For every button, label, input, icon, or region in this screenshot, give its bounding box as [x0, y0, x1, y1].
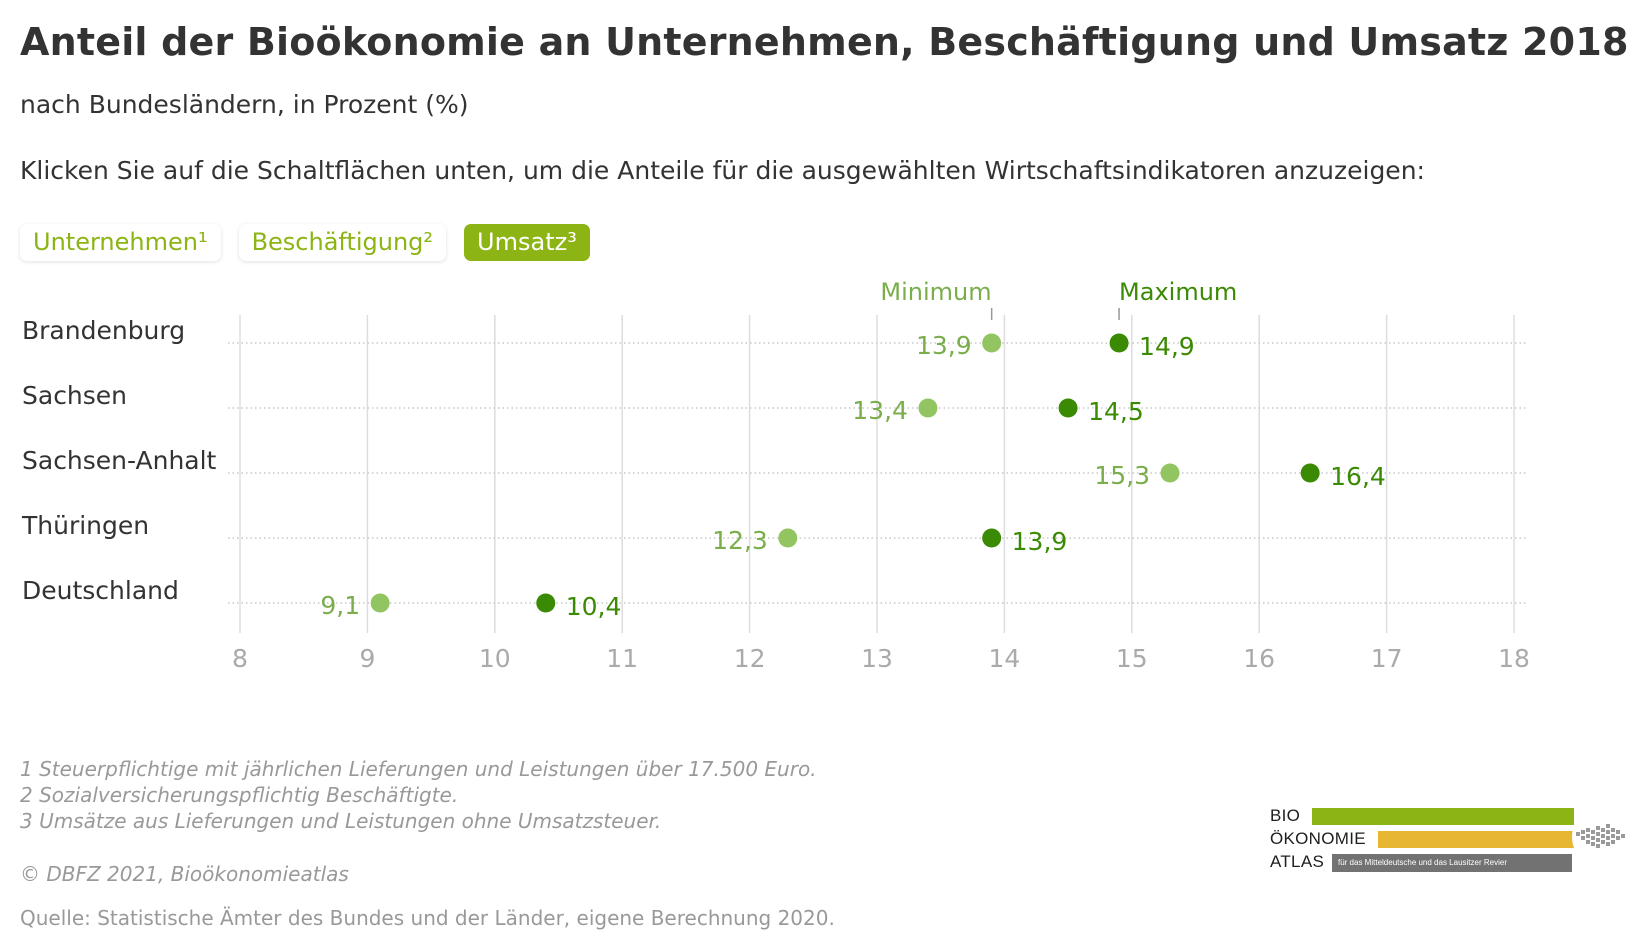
footnotes: 1 Steuerpflichtige mit jährlichen Liefer… — [20, 756, 817, 834]
maximum-point — [536, 593, 556, 613]
logo-bar-green — [1312, 808, 1574, 825]
category-label: Deutschland — [22, 576, 179, 605]
logo-word-bio: BIO — [1270, 806, 1301, 825]
footnote-1: 1 Steuerpflichtige mit jährlichen Liefer… — [20, 757, 817, 781]
maximum-point — [1058, 398, 1078, 418]
gridlines — [239, 315, 1515, 633]
maximum-data-label: 13,9 — [1012, 527, 1068, 556]
legend-minimum: Minimum — [880, 280, 991, 306]
maximum-data-label: 16,4 — [1330, 462, 1386, 491]
x-tick-label: 10 — [479, 644, 511, 673]
x-tick-label: 12 — [734, 644, 766, 673]
category-labels: Brandenburg Sachsen Sachsen-Anhalt Thüringe… — [21, 316, 217, 605]
minimum-data-label: 12,3 — [712, 526, 768, 555]
footnote-3: 3 Umsätze aus Lieferungen und Leistungen… — [20, 809, 662, 833]
minimum-data-label: 13,9 — [916, 331, 972, 360]
dumbbell-chart: Minimum Maximum Brandenburg Sachsen Sachsen… — [21, 280, 1530, 673]
logo-bar-yellow — [1378, 831, 1578, 848]
unternehmen-button[interactable]: Unternehmen¹ — [20, 224, 221, 261]
logo-word-atlas: ATLAS — [1270, 852, 1325, 871]
x-tick-label: 11 — [606, 644, 638, 673]
x-tick-label: 15 — [1116, 644, 1148, 673]
minimum-data-label: 15,3 — [1094, 461, 1150, 490]
minimum-point — [778, 528, 798, 548]
category-label: Brandenburg — [22, 316, 185, 345]
footnote-2: 2 Sozialversicherungspflichtig Beschäfti… — [20, 783, 459, 807]
maximum-data-label: 14,5 — [1088, 397, 1144, 426]
umsatz-button[interactable]: Umsatz³ — [464, 224, 590, 261]
instruction-text: Klicken Sie auf die Schaltflächen unten,… — [20, 156, 1425, 185]
x-tick-label: 13 — [861, 644, 893, 673]
x-tick-label: 16 — [1243, 644, 1275, 673]
minimum-point — [1160, 463, 1180, 483]
x-axis-tick-labels: 8 9 10 11 12 13 14 15 16 17 18 — [232, 644, 1530, 673]
maximum-data-label: 10,4 — [566, 592, 622, 621]
maximum-point — [982, 528, 1002, 548]
x-tick-label: 18 — [1498, 644, 1530, 673]
maximum-point — [1300, 463, 1320, 483]
beschaeftigung-button[interactable]: Beschäftigung² — [238, 224, 447, 261]
x-tick-label: 8 — [232, 644, 248, 673]
chart-title: Anteil der Bioökonomie an Unternehmen, B… — [20, 20, 1629, 64]
legend: Minimum Maximum — [880, 280, 1237, 320]
maximum-data-label: 14,9 — [1139, 332, 1195, 361]
legend-maximum: Maximum — [1119, 280, 1237, 306]
x-tick-label: 14 — [988, 644, 1020, 673]
x-tick-label: 9 — [359, 644, 375, 673]
indicator-button-group: Unternehmen¹ Beschäftigung² Umsatz³ — [20, 224, 590, 261]
logo-tagline: für das Mitteldeutsche und das Lausitzer… — [1332, 854, 1572, 872]
logo-map-icon — [1572, 807, 1632, 867]
category-label: Sachsen — [22, 381, 127, 410]
copyright-text: © DBFZ 2021, Bioökonomieatlas — [20, 862, 349, 886]
minimum-data-label: 9,1 — [320, 591, 360, 620]
minimum-data-label: 13,4 — [852, 396, 908, 425]
bio-oekonomie-atlas-logo: für das Mitteldeutsche und das Lausitzer… — [1270, 804, 1632, 874]
maximum-point — [1109, 333, 1129, 353]
chart-subtitle: nach Bundesländern, in Prozent (%) — [20, 90, 469, 119]
minimum-point — [370, 593, 390, 613]
logo-word-oekonomie: ÖKONOMIE — [1270, 829, 1366, 848]
data-marks: 13,9 14,9 13,4 14,5 15,3 16,4 12,3 13,9 9,1 10,4 — [320, 331, 1385, 621]
x-tick-label: 17 — [1371, 644, 1403, 673]
minimum-point — [982, 333, 1002, 353]
category-label: Thüringen — [21, 511, 149, 540]
minimum-point — [918, 398, 938, 418]
source-text: Quelle: Statistische Ämter des Bundes un… — [20, 906, 835, 930]
category-label: Sachsen-Anhalt — [22, 446, 217, 475]
